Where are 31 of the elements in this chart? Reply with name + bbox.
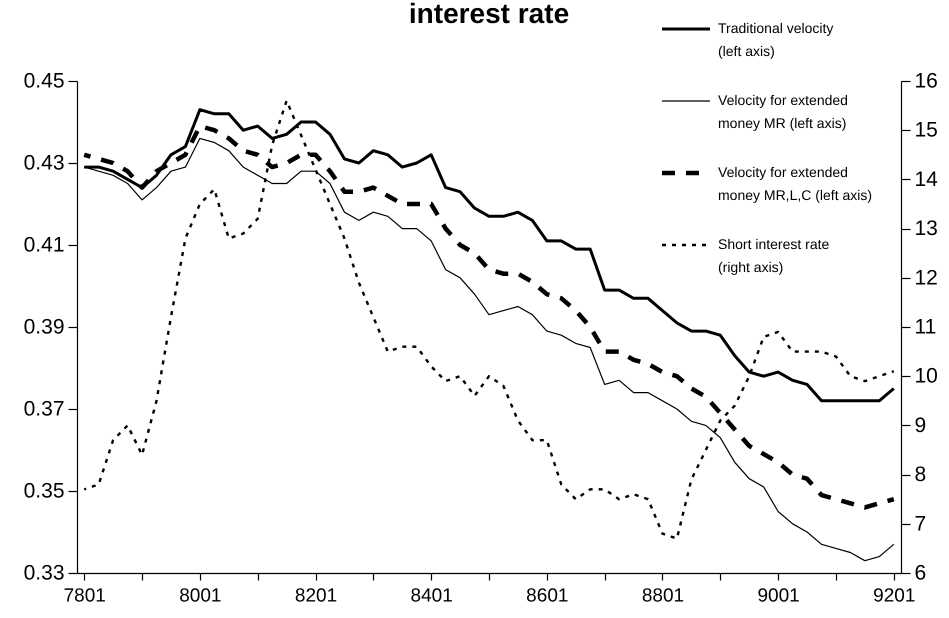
y-tick-label: 0.33	[24, 562, 64, 584]
legend-label: Velocity for extended money MR (left axis)	[718, 92, 848, 131]
y-tick-label: 0.35	[24, 480, 64, 502]
legend-label: Traditional velocity (left axis)	[718, 20, 834, 59]
x-tick-label: 9001	[757, 586, 800, 606]
y2-tick-label: 8	[914, 463, 926, 486]
y-tick-label: 0.43	[24, 152, 64, 174]
y2-tick-label: 16	[914, 70, 938, 92]
x-tick-label: 8401	[410, 586, 453, 606]
x-tick-label: 8001	[179, 586, 222, 606]
y2-tick-label: 7	[914, 512, 926, 536]
y2-tick-label: 15	[914, 118, 938, 142]
legend-label: Short interest rate (right axis)	[718, 236, 830, 275]
x-tick-label: 9201	[873, 586, 916, 606]
y2-tick-label: 6	[914, 562, 926, 584]
x-tick-label: 8201	[294, 586, 338, 606]
legend-label: Velocity for extended money MR,L,C (left axis)	[718, 164, 872, 203]
y2-tick-label: 11	[914, 316, 936, 338]
y-tick-label: 0.39	[24, 316, 64, 338]
x-tick-label: 7801	[64, 586, 106, 606]
y2-tick-label: 10	[914, 364, 938, 388]
y2-tick-label: 12	[914, 266, 938, 290]
y2-tick-label: 9	[914, 414, 926, 437]
x-tick-label: 8601	[526, 586, 568, 606]
x-tick-label: 8801	[642, 586, 684, 606]
y2-tick-label: 13	[914, 217, 938, 240]
y-tick-label: 0.45	[24, 70, 64, 92]
chart-title: interest rate	[408, 0, 570, 29]
y2-tick-label: 14	[914, 168, 938, 191]
y-tick-label: 0.37	[24, 398, 64, 420]
y-tick-label: 0.41	[24, 234, 64, 256]
